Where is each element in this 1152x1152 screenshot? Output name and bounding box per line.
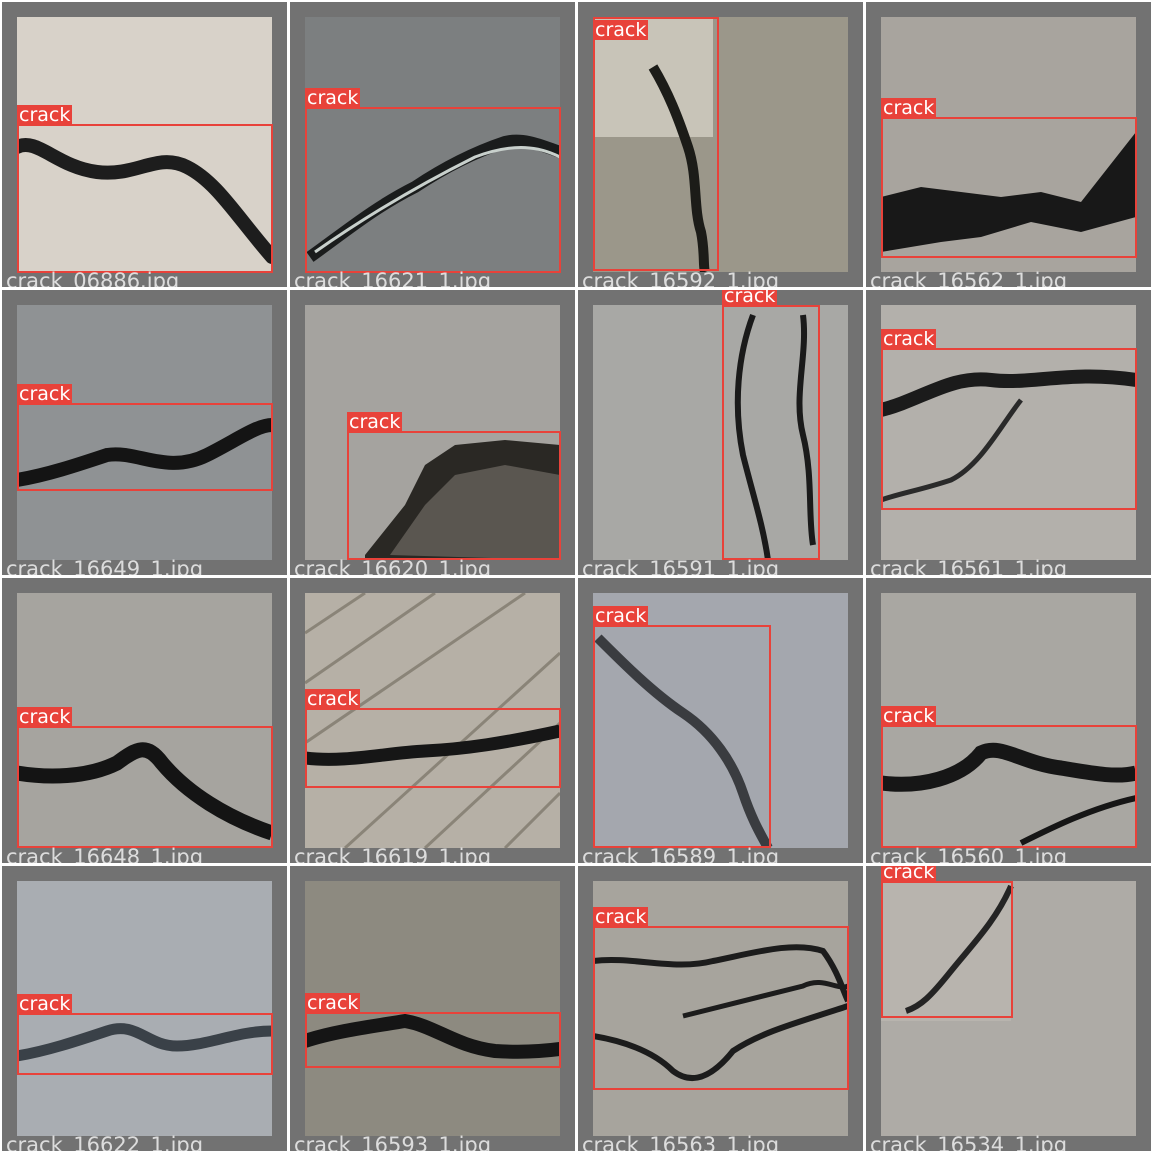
- box-label: crack: [17, 104, 73, 126]
- filename: crack_16591_1.jpg: [582, 557, 780, 575]
- bounding-box: [881, 725, 1137, 848]
- tile-7[interactable]: crack crack_16591_1.jpg: [578, 290, 863, 575]
- filename: crack_16589_1.jpg: [582, 845, 780, 863]
- crack-photo-icon: [17, 17, 272, 272]
- tile-1[interactable]: crack crack_06886.jpg: [2, 2, 287, 287]
- box-label: crack: [593, 605, 649, 627]
- box-label: crack: [17, 383, 73, 405]
- filename: crack_16560_1.jpg: [870, 845, 1068, 863]
- tile-2[interactable]: crack crack_16621_1.jpg: [290, 2, 575, 287]
- box-label: crack: [881, 328, 937, 350]
- filename: crack_16619_1.jpg: [294, 845, 492, 863]
- crack-image: [593, 593, 848, 848]
- filename: crack_16620_1.jpg: [294, 557, 492, 575]
- box-label: crack: [881, 705, 937, 727]
- crack-image: [881, 593, 1136, 848]
- bounding-box: [17, 124, 273, 273]
- tile-4[interactable]: crack crack_16562_1.jpg: [866, 2, 1151, 287]
- box-label: crack: [305, 87, 361, 109]
- bounding-box: [593, 926, 849, 1090]
- filename: crack_16593_1.jpg: [294, 1133, 492, 1151]
- filename: crack_16534_1.jpg: [870, 1133, 1068, 1151]
- bounding-box: [881, 881, 1013, 1018]
- box-label: crack: [593, 906, 649, 928]
- bounding-box: [17, 726, 273, 848]
- filename: crack_16561_1.jpg: [870, 557, 1068, 575]
- crack-photo-icon: [881, 17, 1136, 272]
- box-label: crack: [347, 411, 403, 433]
- crack-image: [881, 17, 1136, 272]
- box-label: crack: [305, 992, 361, 1014]
- bounding-box: [881, 348, 1137, 510]
- filename: crack_16563_1.jpg: [582, 1133, 780, 1151]
- bounding-box: [17, 1013, 273, 1075]
- filename: crack_06886.jpg: [6, 269, 180, 287]
- bounding-box: [305, 107, 561, 273]
- tile-8[interactable]: crack crack_16561_1.jpg: [866, 290, 1151, 575]
- filename: crack_16649_1.jpg: [6, 557, 204, 575]
- crack-photo-icon: [17, 305, 272, 560]
- bounding-box: [17, 403, 273, 491]
- crack-image: [593, 305, 848, 560]
- filename: crack_16648_1.jpg: [6, 845, 204, 863]
- crack-photo-icon: [305, 593, 560, 848]
- box-label: crack: [881, 97, 937, 119]
- tile-3[interactable]: crack crack_16592_1.jpg: [578, 2, 863, 287]
- filename: crack_16592_1.jpg: [582, 269, 780, 287]
- bounding-box: [305, 1012, 561, 1068]
- box-label: crack: [305, 688, 361, 710]
- tile-14[interactable]: crack crack_16593_1.jpg: [290, 866, 575, 1151]
- tile-12[interactable]: crack crack_16560_1.jpg: [866, 578, 1151, 863]
- crack-photo-icon: [881, 881, 1136, 1136]
- tile-16[interactable]: crack crack_16534_1.jpg: [866, 866, 1151, 1151]
- bounding-box: [593, 17, 719, 271]
- box-label: crack: [17, 993, 73, 1015]
- filename: crack_16562_1.jpg: [870, 269, 1068, 287]
- crack-photo-icon: [593, 881, 848, 1136]
- crack-image: [593, 881, 848, 1136]
- box-label: crack: [722, 290, 778, 306]
- box-label: crack: [17, 706, 73, 728]
- crack-image: [17, 305, 272, 560]
- bounding-box: [722, 305, 820, 560]
- tile-11[interactable]: crack crack_16589_1.jpg: [578, 578, 863, 863]
- crack-image: [881, 881, 1136, 1136]
- box-label: crack: [881, 866, 937, 882]
- tile-10[interactable]: crack crack_16619_1.jpg: [290, 578, 575, 863]
- filename: crack_16621_1.jpg: [294, 269, 492, 287]
- bounding-box: [593, 625, 771, 848]
- filename: crack_16622_1.jpg: [6, 1133, 204, 1151]
- crack-image: [305, 17, 560, 272]
- bounding-box: [305, 708, 561, 788]
- crack-image: [17, 17, 272, 272]
- crack-photo-icon: [305, 17, 560, 272]
- tile-13[interactable]: crack crack_16622_1.jpg: [2, 866, 287, 1151]
- crack-image: [305, 593, 560, 848]
- tile-6[interactable]: crack crack_16620_1.jpg: [290, 290, 575, 575]
- crack-image: [593, 17, 848, 272]
- tile-9[interactable]: crack crack_16648_1.jpg: [2, 578, 287, 863]
- crack-photo-icon: [593, 593, 848, 848]
- box-label: crack: [593, 19, 649, 41]
- bounding-box: [881, 117, 1137, 258]
- bounding-box: [347, 431, 561, 560]
- crack-photo-icon: [593, 17, 848, 272]
- tile-15[interactable]: crack crack_16563_1.jpg: [578, 866, 863, 1151]
- crack-photo-icon: [593, 305, 848, 560]
- tile-5[interactable]: crack crack_16649_1.jpg: [2, 290, 287, 575]
- crack-photo-icon: [881, 593, 1136, 848]
